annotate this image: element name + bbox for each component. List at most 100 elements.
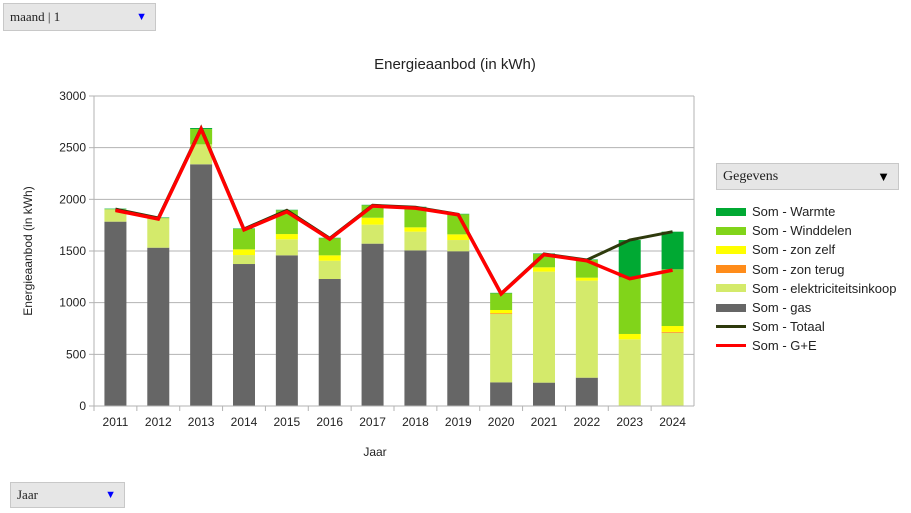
data-fields-dropdown-value: Gegevens [723, 168, 779, 184]
legend-label: Som - G+E [752, 338, 817, 354]
y-tick-label: 500 [66, 347, 86, 361]
legend-swatch [716, 207, 746, 216]
x-tick-label: 2023 [616, 415, 643, 429]
legend-item: Som - zon zelf [716, 240, 897, 259]
bar-segment-som-winddelen [318, 238, 341, 256]
legend-swatch [716, 325, 746, 329]
bar-segment-som-winddelen [490, 293, 513, 311]
legend-item: Som - gas [716, 298, 897, 317]
legend-swatch [716, 226, 746, 235]
y-axis-label: Energieaanbod (in kWh) [21, 186, 35, 315]
bar-segment-som-zon-zelf [275, 234, 298, 240]
legend-item: Som - G+E [716, 336, 897, 355]
bar-segment-som-winddelen [447, 214, 470, 235]
bar-segment-som-gas [575, 377, 598, 406]
period-dropdown-value: maand | 1 [10, 9, 61, 24]
bar-segment-som-zon-zelf [361, 217, 384, 225]
bar-segment-som-elektriciteitsinkoop [233, 255, 255, 265]
bar-segment-som-elektriciteitsinkoop [318, 260, 341, 280]
x-tick-label: 2024 [659, 415, 686, 429]
axis-field-dropdown-value: Jaar [17, 487, 38, 502]
legend-swatch [716, 245, 746, 254]
x-tick-label: 2022 [574, 415, 601, 429]
bar-segment-som-gas [533, 382, 555, 406]
chevron-down-icon: ▼ [105, 489, 116, 501]
bar-segment-som-elektriciteitsinkoop [661, 332, 684, 406]
bar-segment-som-zon-zelf [490, 310, 513, 314]
axis-field-dropdown[interactable]: Jaar ▼ [10, 482, 125, 508]
y-tick-label: 3000 [59, 89, 86, 103]
chevron-down-icon: ▼ [877, 168, 890, 184]
bar-segment-som-elektriciteitsinkoop [618, 339, 641, 406]
legend-swatch [716, 284, 746, 293]
bar-segment-som-winddelen [233, 228, 255, 250]
bar-segment-som-gas [361, 243, 384, 406]
legend-item: Som - zon terug [716, 260, 897, 279]
bar-segment-som-winddelen [618, 277, 641, 334]
bar-segment-som-elektriciteitsinkoop [147, 218, 170, 248]
chart-title: Energieaanbod (in kWh) [374, 56, 536, 73]
y-tick-label: 2000 [59, 192, 86, 206]
bar-segment-som-gas [404, 250, 427, 406]
y-tick-label: 0 [79, 399, 86, 413]
bar-segment-som-zon-zelf [575, 277, 598, 281]
bar-segment-som-elektriciteitsinkoop [190, 144, 213, 165]
x-tick-label: 2021 [531, 415, 558, 429]
bar-segment-som-zon-zelf [233, 249, 255, 256]
bar-segment-som-zon-zelf [661, 326, 684, 332]
x-tick-label: 2020 [488, 415, 515, 429]
bar-segment-som-elektriciteitsinkoop [490, 314, 513, 383]
bar-segment-som-gas [447, 251, 470, 406]
bar-segment-som-elektriciteitsinkoop [404, 231, 427, 251]
legend-label: Som - zon zelf [752, 242, 836, 258]
bar-segment-som-winddelen [661, 269, 684, 327]
legend-swatch [716, 265, 746, 274]
bar-segment-som-zon-zelf [318, 255, 341, 261]
bar-segment-som-elektriciteitsinkoop [275, 239, 298, 256]
bar-segment-som-zon-zelf [404, 227, 427, 232]
legend-label: Som - gas [752, 300, 812, 316]
bar-segment-som-gas [104, 221, 127, 406]
legend-label: Som - elektriciteitsinkoop [752, 280, 897, 296]
x-tick-label: 2018 [402, 415, 429, 429]
bar-segment-som-winddelen [404, 207, 427, 228]
y-tick-label: 2500 [59, 141, 86, 155]
bar-segment-som-zon-zelf [533, 267, 555, 272]
y-tick-label: 1000 [59, 296, 86, 310]
x-tick-label: 2016 [316, 415, 343, 429]
bar-segment-som-zon-terug [661, 331, 684, 333]
chevron-down-icon: ▼ [136, 11, 147, 23]
line-som-g-e [115, 124, 673, 297]
legend-item: Som - elektriciteitsinkoop [716, 279, 897, 298]
legend-label: Som - zon terug [752, 261, 845, 277]
x-tick-label: 2011 [103, 415, 129, 429]
x-tick-label: 2012 [145, 415, 172, 429]
x-tick-label: 2017 [359, 415, 386, 429]
legend-label: Som - Warmte [752, 204, 836, 220]
legend-item: Som - Warmte [716, 202, 897, 221]
bar-segment-som-gas [233, 264, 255, 406]
bar-segment-som-zon-terug [490, 313, 513, 315]
bar-segment-som-elektriciteitsinkoop [575, 280, 598, 378]
legend-item: Som - Totaal [716, 317, 897, 336]
bar-segment-som-elektriciteitsinkoop [533, 271, 555, 383]
y-tick-label: 1500 [59, 244, 86, 258]
bar-segment-som-gas [490, 382, 513, 406]
period-dropdown[interactable]: maand | 1 ▼ [3, 3, 156, 31]
legend-label: Som - Winddelen [752, 223, 852, 239]
bar-segment-som-zon-zelf [618, 333, 641, 340]
legend-label: Som - Totaal [752, 319, 825, 335]
bar-segment-som-warmte [618, 240, 641, 278]
data-fields-dropdown[interactable]: Gegevens ▼ [716, 163, 899, 190]
x-axis-label: Jaar [363, 445, 386, 459]
x-tick-label: 2019 [445, 415, 472, 429]
bar-segment-som-elektriciteitsinkoop [361, 224, 384, 244]
bar-segment-som-gas [147, 247, 170, 406]
chart-legend: Som - Warmte Som - Winddelen Som - zon zel… [716, 202, 897, 356]
bar-segment-som-elektriciteitsinkoop [447, 240, 470, 252]
legend-swatch [716, 303, 746, 312]
x-tick-label: 2015 [274, 415, 301, 429]
legend-swatch [716, 344, 746, 348]
bar-segment-som-warmte [661, 231, 684, 270]
